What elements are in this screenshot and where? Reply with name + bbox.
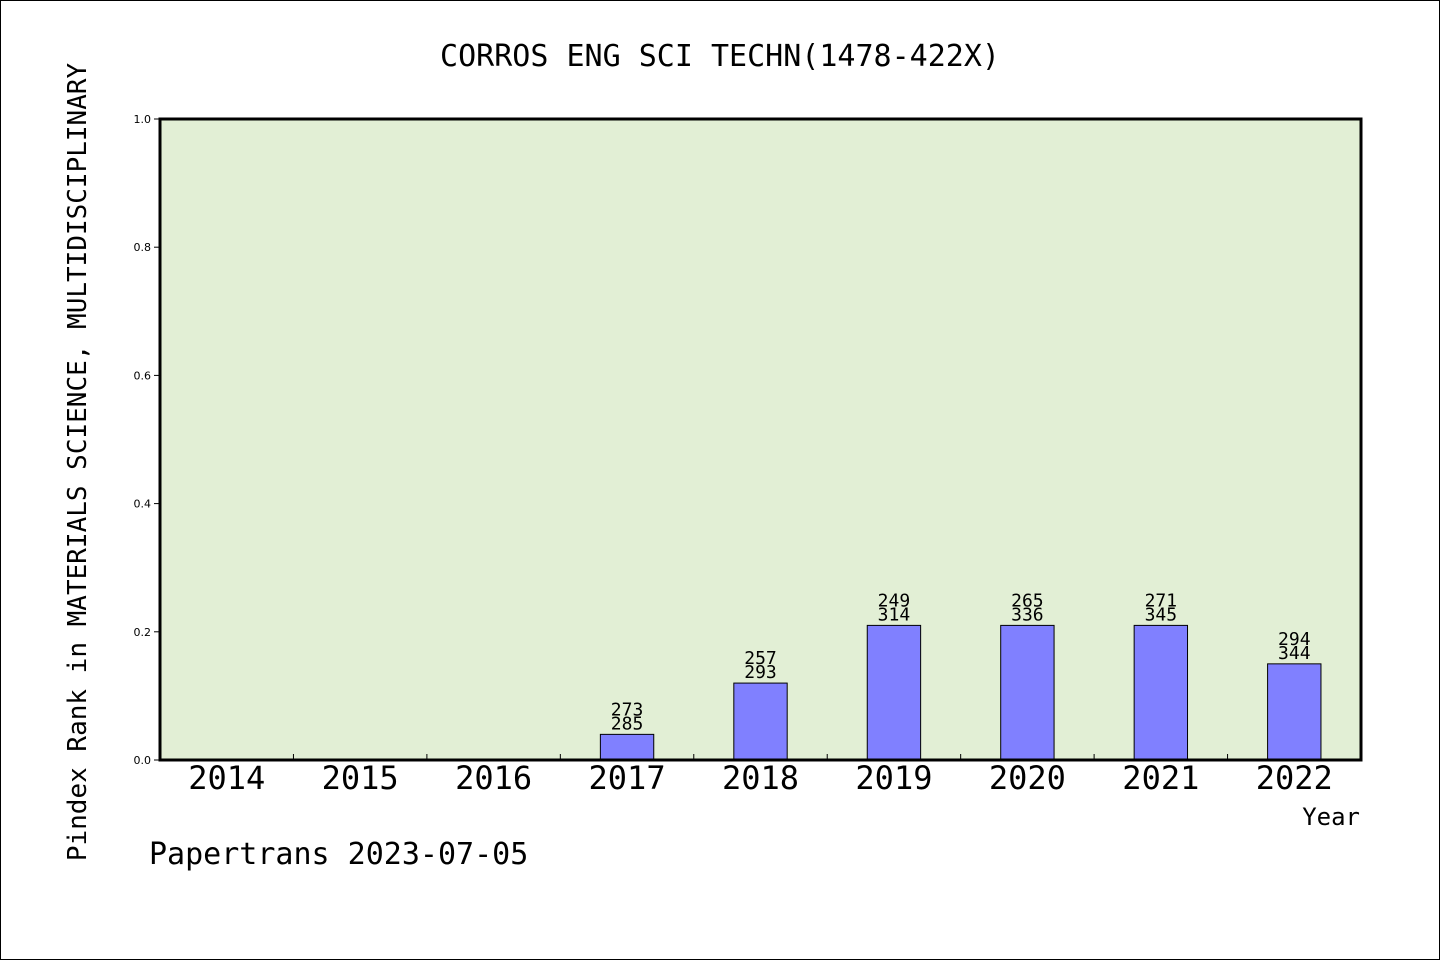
bar <box>1133 624 1189 761</box>
y-tick-label: 0.0 <box>134 754 152 767</box>
y-axis-ticks: 0.0 0.2 0.4 0.6 0.8 1.0 <box>134 113 160 767</box>
bar-rank-label: 271 <box>1145 590 1178 611</box>
y-tick-label: 0.6 <box>134 369 152 382</box>
x-tick-label: 2015 <box>322 759 399 797</box>
x-tick-label: 2016 <box>455 759 532 797</box>
bar <box>1267 663 1322 761</box>
x-tick-label: 2017 <box>589 759 666 797</box>
bar-rank-label: 257 <box>744 648 777 669</box>
bar-rank-label: 273 <box>611 699 644 720</box>
x-tick-label: 2022 <box>1256 759 1333 797</box>
bar-rank-label: 294 <box>1278 629 1311 650</box>
bar <box>733 682 788 761</box>
footer-credit: Papertrans 2023-07-05 <box>149 837 528 872</box>
bar-total-label: 336 <box>1011 604 1044 625</box>
bars <box>599 624 1322 761</box>
y-tick-label: 0.2 <box>134 626 152 639</box>
bar-total-label: 344 <box>1278 643 1311 664</box>
bar <box>866 624 922 761</box>
x-axis-ticks: 2014 2015 2016 2017 2018 2019 2020 2021 2022 <box>188 754 1333 797</box>
y-axis-label: Pindex Rank in MATERIALS SCIENCE, MULTID… <box>63 62 93 861</box>
chart-title: CORROS ENG SCI TECHN(1478-422X) <box>440 39 1000 74</box>
x-tick-label: 2020 <box>989 759 1066 797</box>
x-tick-label: 2019 <box>855 759 932 797</box>
x-axis-label: Year <box>1302 803 1360 831</box>
plot-border <box>158 117 1363 762</box>
bar <box>1000 624 1055 761</box>
x-tick-label: 2021 <box>1122 759 1199 797</box>
bar-total-label: 293 <box>744 662 777 683</box>
y-tick-label: 1.0 <box>134 113 152 126</box>
x-tick-label: 2014 <box>188 759 265 797</box>
bar-rank-label: 265 <box>1011 590 1044 611</box>
x-tick-label: 2018 <box>722 759 799 797</box>
bar-total-label: 314 <box>878 604 911 625</box>
bar-total-label: 345 <box>1145 604 1178 625</box>
bar-total-label: 285 <box>611 713 644 734</box>
bar-rank-label: 249 <box>878 590 911 611</box>
bar <box>599 733 655 761</box>
y-tick-label: 0.8 <box>134 241 152 254</box>
y-tick-label: 0.4 <box>134 498 152 511</box>
